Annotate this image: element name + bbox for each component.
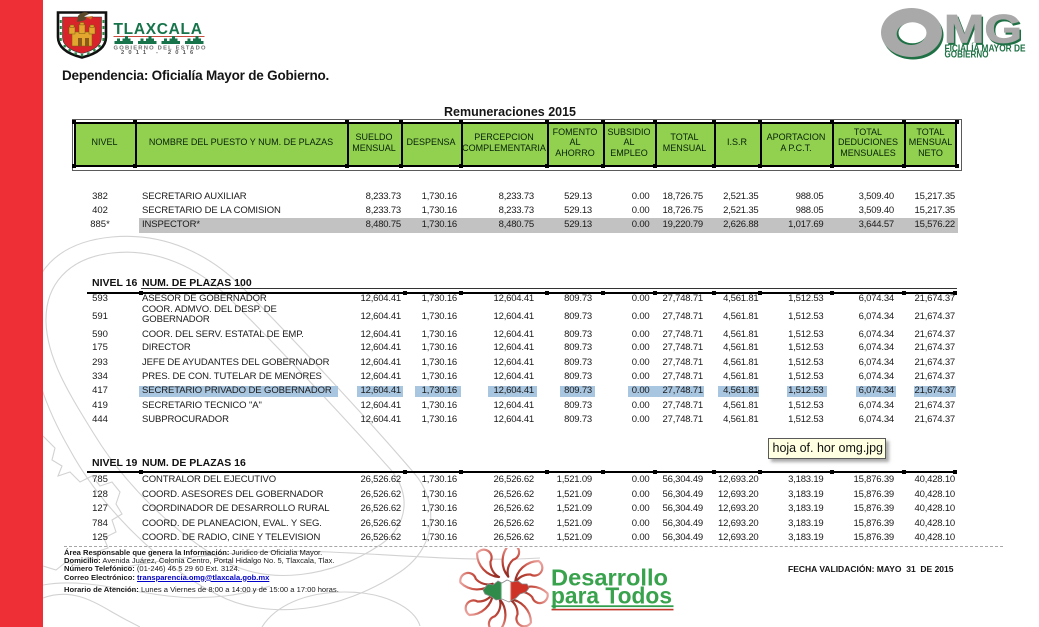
svg-text:Desarrollo: Desarrollo (551, 565, 668, 591)
svg-text:2011 - 2016: 2011 - 2016 (121, 50, 195, 56)
svg-text:MG: MG (944, 8, 1022, 52)
svg-text:FICIALÍA MAYOR DE: FICIALÍA MAYOR DE (945, 43, 1026, 55)
svg-text:TLAXCALA: TLAXCALA (114, 21, 203, 38)
svg-text:GOBIERNO: GOBIERNO (945, 50, 989, 61)
svg-text:para Todos: para Todos (551, 582, 672, 608)
svg-text:MG: MG (946, 10, 1024, 54)
svg-text:GOBIERNO DEL ESTADO: GOBIERNO DEL ESTADO (114, 45, 206, 51)
